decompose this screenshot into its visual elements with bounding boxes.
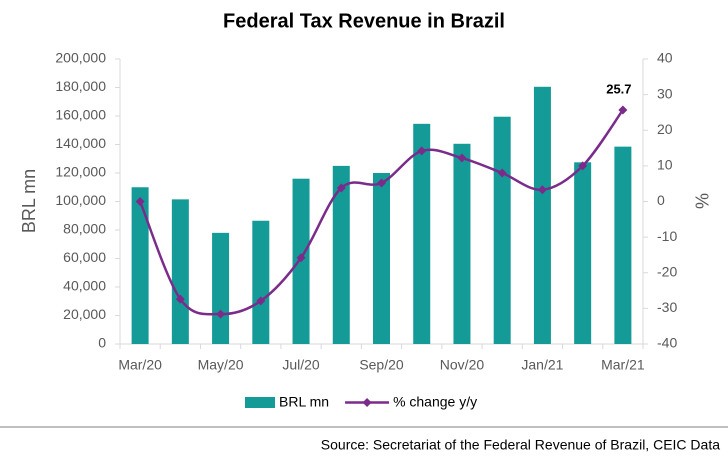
y-tick-label: 0 [98, 335, 106, 351]
y2-tick-label: 20 [657, 121, 673, 137]
y-tick-label: 40,000 [63, 278, 106, 294]
legend-label: % change y/y [393, 394, 477, 410]
bar [332, 165, 350, 344]
marker [296, 253, 306, 263]
source: Source: Secretariat of the Federal Reven… [321, 437, 720, 453]
bar [252, 220, 270, 344]
marker [537, 185, 547, 195]
x-tick-label: Jan/21 [521, 357, 563, 373]
y2-tick-label: 0 [657, 192, 665, 208]
x-tick-label: May/20 [198, 357, 244, 373]
legend-label: BRL mn [279, 394, 329, 410]
bar [493, 116, 511, 345]
marker [497, 168, 507, 178]
y-axis-title: BRL mn [19, 169, 39, 233]
x-tick-label: Sep/20 [359, 357, 404, 373]
x-tick-label: Nov/20 [440, 357, 485, 373]
bar [453, 143, 471, 344]
marker [336, 183, 346, 193]
marker [457, 153, 467, 163]
y-tick-label: 200,000 [55, 50, 106, 66]
bar [413, 123, 431, 345]
bar [533, 86, 551, 344]
y-tick-label: 80,000 [63, 221, 106, 237]
chart-title: Federal Tax Revenue in Brazil [223, 10, 505, 32]
y2-tick-label: 10 [657, 157, 673, 173]
bar [212, 232, 230, 344]
x-tick-label: Mar/21 [601, 357, 645, 373]
x-tick-label: Mar/20 [118, 357, 162, 373]
bar [171, 199, 189, 344]
y-tick-label: 120,000 [55, 164, 106, 180]
marker [377, 178, 386, 188]
legend-swatch [245, 397, 275, 408]
y2-tick-label: -10 [657, 228, 677, 244]
data-label: 25.7 [606, 81, 631, 96]
marker [618, 105, 628, 115]
marker [135, 197, 145, 206]
y2-axis-title: % [691, 193, 711, 209]
y2-tick-label: 40 [657, 50, 673, 66]
bar [373, 173, 390, 344]
marker [256, 296, 266, 306]
y-tick-label: 60,000 [63, 249, 106, 265]
marker [578, 161, 588, 171]
y2-tick-label: -30 [657, 299, 677, 315]
marker [216, 309, 226, 319]
y2-tick-label: 30 [657, 85, 673, 101]
y-tick-label: 20,000 [63, 306, 106, 322]
bar [614, 146, 632, 344]
y-tick-label: 180,000 [55, 78, 106, 94]
x-tick-label: Jul/20 [282, 357, 320, 373]
bar [131, 187, 149, 344]
y2-tick-label: -20 [657, 263, 677, 279]
y-tick-label: 100,000 [55, 192, 106, 208]
marker [175, 294, 185, 304]
marker [417, 146, 427, 156]
legend-marker [362, 398, 372, 407]
bar [574, 162, 592, 344]
y-tick-label: 160,000 [55, 107, 106, 123]
y2-tick-label: -40 [657, 335, 677, 351]
y-tick-label: 140,000 [55, 135, 106, 151]
